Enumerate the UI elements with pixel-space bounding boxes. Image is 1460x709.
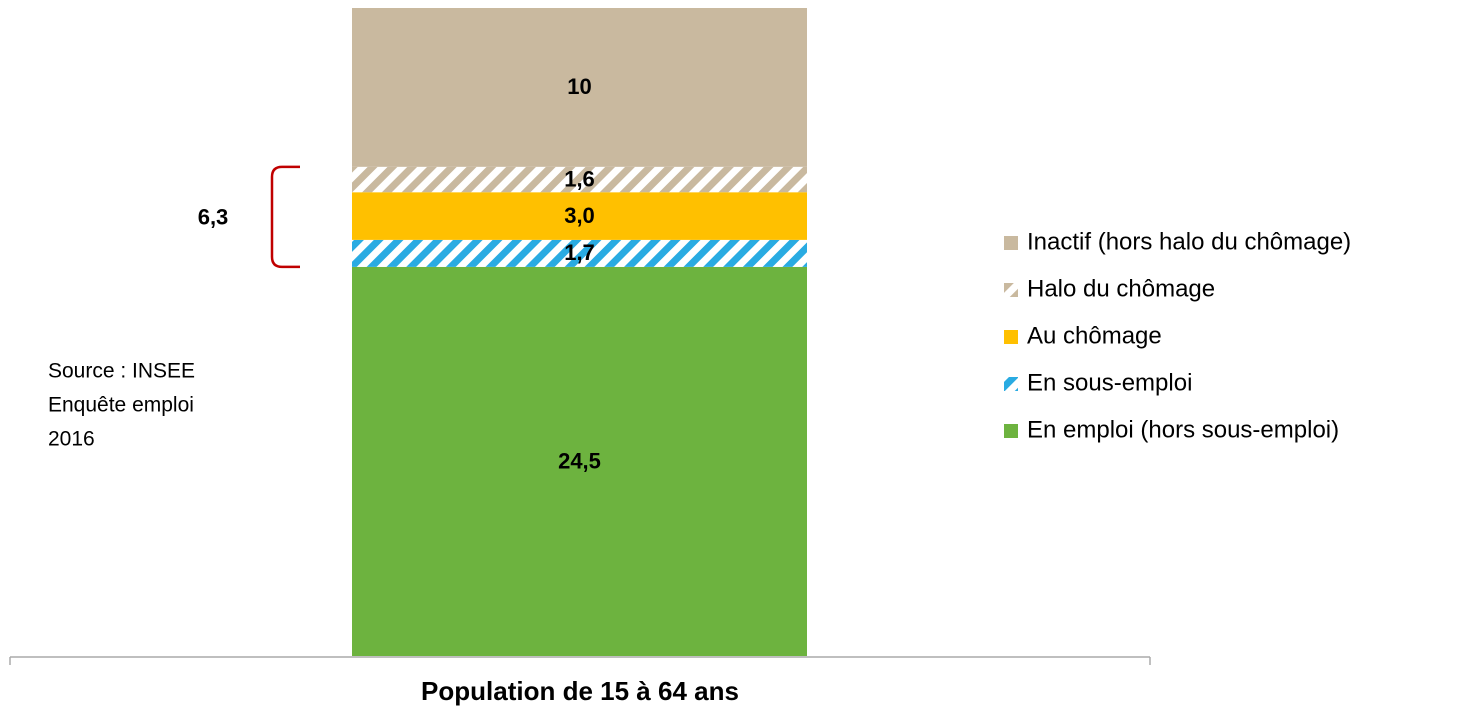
legend-swatch bbox=[1004, 377, 1018, 391]
legend-swatch bbox=[1004, 236, 1018, 250]
bar-segment bbox=[352, 8, 807, 167]
bar-segment bbox=[352, 239, 807, 267]
source-note: Enquête emploi bbox=[48, 394, 194, 417]
legend-swatch bbox=[1004, 330, 1018, 344]
data-label: 1,6 bbox=[564, 166, 595, 191]
data-label: 1,7 bbox=[564, 240, 595, 265]
data-label: 24,5 bbox=[558, 448, 601, 473]
bar-segment bbox=[352, 266, 807, 656]
annotation-label: 6,3 bbox=[198, 205, 229, 230]
legend-label: En sous-emploi bbox=[1027, 369, 1192, 396]
source-note: 2016 bbox=[48, 428, 95, 451]
source-note: Source : INSEE bbox=[48, 360, 195, 383]
legend-swatch bbox=[1004, 424, 1018, 438]
x-tick-label: Population de 15 à 64 ans bbox=[421, 676, 739, 706]
bar-segment bbox=[352, 192, 807, 240]
data-label: 3,0 bbox=[564, 203, 595, 228]
bar-segment bbox=[352, 166, 807, 193]
legend-swatch bbox=[1004, 283, 1018, 297]
bracket bbox=[270, 165, 300, 269]
legend-label: En emploi (hors sous-emploi) bbox=[1027, 416, 1339, 443]
data-label: 10 bbox=[567, 74, 591, 99]
legend-label: Inactif (hors halo du chômage) bbox=[1027, 228, 1351, 255]
legend-label: Au chômage bbox=[1027, 322, 1162, 349]
legend-label: Halo du chômage bbox=[1027, 275, 1215, 302]
